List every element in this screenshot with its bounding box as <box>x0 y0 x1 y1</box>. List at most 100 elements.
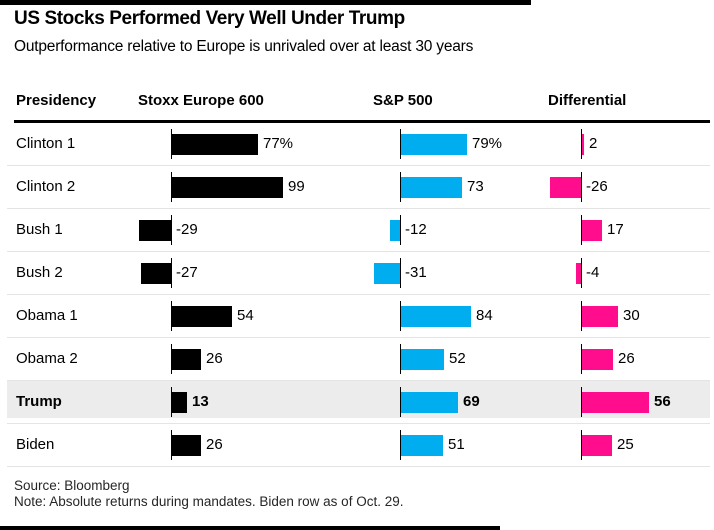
baseline-tick <box>581 215 582 245</box>
baseline-tick <box>581 344 582 374</box>
table-row: Clinton 1 77% 79% 2 <box>0 123 714 166</box>
differential-bar <box>582 349 613 370</box>
bar-value-label: 69 <box>463 393 480 410</box>
bar-value-label: 73 <box>467 178 484 195</box>
bar-value-label: 79% <box>472 135 503 152</box>
row-separator <box>7 380 710 381</box>
stoxx-bar <box>172 349 201 370</box>
bar-value-label: 84 <box>476 307 493 324</box>
table-row: Obama 1 54 84 30 <box>0 295 714 338</box>
table-row: Bush 2 -27 -31 -4 <box>0 252 714 295</box>
presidency-label: Bush 1 <box>16 221 63 238</box>
baseline-tick <box>400 387 401 417</box>
bar-value-label: 26 <box>618 350 635 367</box>
baseline-tick <box>400 301 401 331</box>
differential-bar <box>550 177 581 198</box>
baseline-tick <box>171 215 172 245</box>
row-separator <box>7 251 710 252</box>
bar-value-label: 54 <box>237 307 254 324</box>
stoxx-bar <box>172 177 283 198</box>
stoxx-bar <box>172 435 201 456</box>
column-header-presidency: Presidency <box>16 92 97 109</box>
column-header-differential: Differential <box>548 92 627 109</box>
bar-value-label: 26 <box>206 350 223 367</box>
differential-bar <box>582 435 612 456</box>
baseline-tick <box>171 430 172 460</box>
row-separator <box>7 294 710 295</box>
bar-value-label: -27 <box>176 264 198 281</box>
sp500-bar <box>401 306 471 327</box>
row-separator <box>7 423 710 424</box>
differential-bar <box>582 392 649 413</box>
header-rule <box>14 120 710 123</box>
presidency-label: Trump <box>16 393 62 410</box>
table-row: Biden 26 51 25 <box>0 424 714 467</box>
row-separator <box>7 165 710 166</box>
sp500-bar <box>401 435 443 456</box>
table-row: Clinton 2 99 73 -26 <box>0 166 714 209</box>
bar-value-label: -29 <box>176 221 198 238</box>
presidency-label: Obama 2 <box>16 350 78 367</box>
presidency-label: Biden <box>16 436 55 453</box>
baseline-tick <box>400 172 401 202</box>
bar-value-label: 13 <box>192 393 209 410</box>
differential-bar <box>582 306 618 327</box>
note-text: Note: Absolute returns during mandates. … <box>14 494 404 509</box>
baseline-tick <box>171 344 172 374</box>
top-rule <box>0 0 531 5</box>
bar-value-label: 17 <box>607 221 624 238</box>
baseline-tick <box>171 301 172 331</box>
bar-value-label: 30 <box>623 307 640 324</box>
chart-title: US Stocks Performed Very Well Under Trum… <box>14 8 405 29</box>
row-separator <box>7 337 710 338</box>
baseline-tick <box>171 258 172 288</box>
source-text: Source: Bloomberg <box>14 478 130 493</box>
column-header-sp500: S&P 500 <box>373 92 433 109</box>
baseline-tick <box>581 172 582 202</box>
bottom-rule <box>0 526 500 530</box>
table-row: Obama 2 26 52 26 <box>0 338 714 381</box>
sp500-bar <box>401 177 462 198</box>
row-separator <box>7 208 710 209</box>
stoxx-bar <box>172 134 258 155</box>
presidency-label: Bush 2 <box>16 264 63 281</box>
bar-value-label: 25 <box>617 436 634 453</box>
stoxx-bar <box>139 220 171 241</box>
bar-value-label: -4 <box>586 264 600 281</box>
baseline-tick <box>581 387 582 417</box>
bar-value-label: 2 <box>589 135 598 152</box>
sp500-bar <box>401 392 458 413</box>
bar-value-label: -12 <box>405 221 427 238</box>
baseline-tick <box>581 301 582 331</box>
sp500-bar <box>374 263 400 284</box>
baseline-tick <box>400 215 401 245</box>
differential-bar <box>576 263 581 284</box>
table-row: Bush 1 -29 -12 17 <box>0 209 714 252</box>
sp500-bar <box>401 349 444 370</box>
baseline-tick <box>400 344 401 374</box>
row-separator <box>7 466 710 467</box>
bar-value-label: -31 <box>405 264 427 281</box>
bar-value-label: 26 <box>206 436 223 453</box>
baseline-tick <box>581 129 582 159</box>
sp500-bar <box>401 134 467 155</box>
baseline-tick <box>581 430 582 460</box>
sp500-bar <box>390 220 400 241</box>
table-row: Trump 13 69 56 <box>0 381 714 424</box>
stoxx-bar <box>172 306 232 327</box>
baseline-tick <box>400 129 401 159</box>
presidency-label: Obama 1 <box>16 307 78 324</box>
bar-value-label: 99 <box>288 178 305 195</box>
bar-value-label: 77% <box>263 135 294 152</box>
baseline-tick <box>171 387 172 417</box>
baseline-tick <box>171 172 172 202</box>
baseline-tick <box>171 129 172 159</box>
bar-value-label: 52 <box>449 350 466 367</box>
column-header-stoxx-europe-600: Stoxx Europe 600 <box>138 92 264 109</box>
presidency-label: Clinton 1 <box>16 135 76 152</box>
differential-bar <box>582 134 584 155</box>
presidency-label: Clinton 2 <box>16 178 76 195</box>
stoxx-bar <box>141 263 171 284</box>
bar-value-label: 56 <box>654 393 671 410</box>
bar-value-label: -26 <box>586 178 608 195</box>
